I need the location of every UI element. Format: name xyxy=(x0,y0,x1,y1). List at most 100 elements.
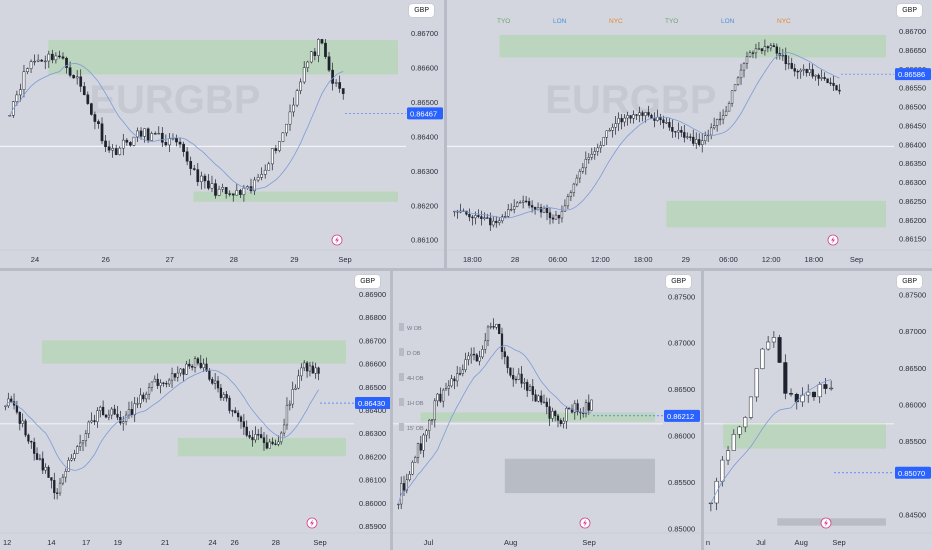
candle-body xyxy=(334,82,338,84)
chart-canvas-top-right[interactable]: EURGBP TYO LON NYC TYO LON NYC 0.86700 0.86650 0.… xyxy=(447,0,932,268)
y-tick-label: 0.86300 xyxy=(411,167,438,176)
candle-body xyxy=(53,480,56,494)
candles xyxy=(8,38,345,202)
current-price-label: 0.86586 xyxy=(898,70,925,79)
chart-panel-bottom-left[interactable]: 0.86900 0.86800 0.86700 0.86600 0.86500 0.864… xyxy=(0,271,390,550)
candle-body xyxy=(512,375,515,380)
chart-panel-bottom-right[interactable]: 0.87500 0.87000 0.86500 0.86000 0.85500 0.845… xyxy=(704,271,932,550)
y-tick-label: 0.86500 xyxy=(899,364,926,373)
candle-body xyxy=(787,63,790,65)
chart-panel-top-right[interactable]: EURGBP TYO LON NYC TYO LON NYC 0.86700 0.86650 0.… xyxy=(447,0,932,268)
candle-body xyxy=(306,61,310,68)
candle-body xyxy=(125,139,129,143)
candle-body xyxy=(104,140,107,147)
candle-body xyxy=(303,362,306,369)
candle-body xyxy=(439,393,442,402)
candle-body xyxy=(143,128,146,137)
moving-average-line xyxy=(398,344,592,505)
candle-body xyxy=(545,401,548,407)
candle-body xyxy=(202,363,205,368)
candle-body xyxy=(297,375,300,389)
candle-body xyxy=(763,46,767,52)
candle-body xyxy=(21,420,24,424)
ob-label: D OB xyxy=(407,351,421,357)
candle-body xyxy=(160,132,164,143)
candle-body xyxy=(569,192,573,197)
candle-body xyxy=(584,158,587,169)
candle-body xyxy=(559,420,562,424)
candle-body xyxy=(253,179,256,192)
candle-body xyxy=(492,326,495,328)
candle-body xyxy=(33,441,36,454)
candle-body xyxy=(509,367,512,376)
candle-body xyxy=(581,167,585,172)
candle-body xyxy=(518,202,522,204)
candle-body xyxy=(157,132,161,135)
chart-panel-bottom-middle[interactable]: W OB D OB 4H OB 1H OB 15' OB 0.87500 0.87000 0.… xyxy=(393,271,701,550)
chart-panel-top-left[interactable]: EURGBP 0.86700 0.86600 0.86500 0.86400 0.8630… xyxy=(0,0,444,268)
candle-body xyxy=(162,382,165,384)
candle-body xyxy=(257,434,260,436)
candle-body xyxy=(228,397,231,411)
ob-marker xyxy=(399,423,404,431)
candle-body xyxy=(748,52,752,58)
candle-body xyxy=(33,60,36,63)
candle-body xyxy=(8,115,12,117)
candle-body xyxy=(147,387,151,395)
candle-body xyxy=(228,193,232,195)
chart-canvas-bottom-left[interactable]: 0.86900 0.86800 0.86700 0.86600 0.86500 0.864… xyxy=(0,271,390,550)
x-tick-label: 27 xyxy=(166,255,174,264)
y-tick-label: 0.86500 xyxy=(359,383,386,392)
candle-body xyxy=(513,206,516,210)
candle-body xyxy=(191,365,194,368)
candle-body xyxy=(480,216,483,219)
lightning-icon-glyph xyxy=(335,236,339,244)
y-tick-label: 0.87500 xyxy=(668,292,695,301)
candle-body xyxy=(524,200,528,203)
candle-body xyxy=(447,385,450,389)
candle-body xyxy=(216,380,220,389)
candle-body xyxy=(146,128,150,141)
candle-body xyxy=(832,82,835,86)
candle-body xyxy=(139,130,143,137)
candle-body xyxy=(829,387,834,390)
candle-body xyxy=(408,473,411,481)
candle-body xyxy=(808,69,811,74)
chart-canvas-top-left[interactable]: EURGBP 0.86700 0.86600 0.86500 0.86400 0.8630… xyxy=(0,0,444,268)
candle-body xyxy=(530,205,534,208)
candle-body xyxy=(817,384,822,398)
candle-body xyxy=(90,103,93,115)
candle-body xyxy=(50,53,54,61)
candle-body xyxy=(185,151,189,162)
y-tick-label: 0.86150 xyxy=(899,235,926,244)
candle-body xyxy=(769,45,773,49)
candle-body xyxy=(442,389,445,402)
candle-body xyxy=(219,387,223,398)
y-tick-label: 0.85900 xyxy=(359,522,386,531)
x-tick-label: Jul xyxy=(424,538,434,547)
candle-body xyxy=(81,440,85,444)
candle-body xyxy=(173,373,177,378)
candle-body xyxy=(708,502,713,505)
candle-body xyxy=(542,401,546,404)
candle-body xyxy=(26,68,29,72)
candle-body xyxy=(593,151,596,155)
candle-body xyxy=(214,183,217,196)
candle-body xyxy=(118,147,122,155)
candle-body xyxy=(465,210,468,215)
candle-body xyxy=(444,388,448,391)
candle-body xyxy=(500,333,504,352)
candle-body xyxy=(239,416,243,422)
candle-body xyxy=(456,373,459,382)
moving-average-line xyxy=(5,369,319,471)
candle-body xyxy=(754,48,758,54)
candle-body xyxy=(542,208,546,213)
y-tick-label: 0.86000 xyxy=(359,499,386,508)
candle-body xyxy=(614,123,617,128)
candle-body xyxy=(674,131,677,133)
chart-canvas-bottom-right[interactable]: 0.87500 0.87000 0.86500 0.86000 0.85500 0.845… xyxy=(704,271,932,550)
y-tick-label: 0.84500 xyxy=(899,511,926,520)
candle-body xyxy=(305,362,309,372)
candle-body xyxy=(24,420,27,436)
